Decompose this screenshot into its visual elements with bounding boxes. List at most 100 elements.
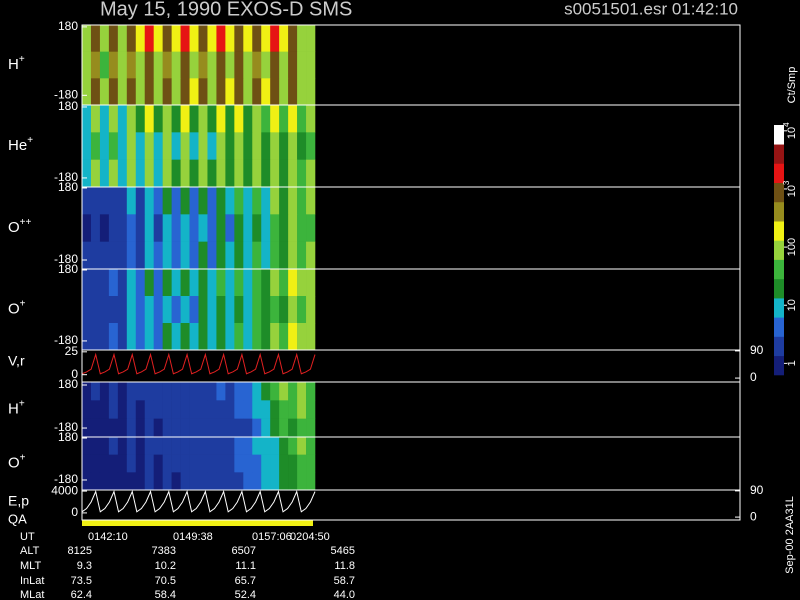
heatmap-cell [225,187,235,215]
heatmap-cell [243,323,253,351]
heatmap-cell [279,78,289,106]
row-label: ALT [20,545,40,557]
heatmap-cell [252,105,262,133]
heatmap-cell [252,214,262,242]
label-base: H [8,400,19,417]
table-cell: 0149:38 [173,531,213,543]
heatmap-cell [108,269,119,297]
heatmap-cell [243,78,253,106]
heatmap-cell [144,269,154,297]
heatmap-cell [288,400,298,419]
heatmap-cell [279,472,289,491]
heatmap-cell [171,78,181,106]
heatmap-cell [162,241,172,270]
y-tick-label: -180 [54,420,78,434]
heatmap-cell [216,78,226,106]
heatmap-cell [144,241,154,270]
colorbar-band [774,201,784,222]
heatmap-cell [99,296,110,324]
heatmap-cell [108,382,119,401]
heatmap-cell [108,241,119,270]
heatmap-cell [270,472,280,491]
label-base: O [8,300,20,317]
heatmap-cell [216,269,226,297]
heatmap-cell [162,132,172,160]
heatmap-cell [117,454,128,473]
heatmap-cell [171,159,181,188]
heatmap-cell [90,472,101,491]
heatmap-cell [198,241,208,270]
heatmap-cell [90,437,101,455]
heatmap-cell [243,418,253,438]
colorbar-tick-label: 100 [786,238,798,256]
heatmap-cell [216,25,226,52]
heatmap-cell [171,472,181,491]
heatmap-cell [225,105,235,133]
colorbar-band [774,355,784,376]
table-cell: 5465 [331,545,355,557]
heatmap-cell [153,214,163,242]
heatmap-cell [297,132,307,160]
heatmap-cell [306,132,316,160]
heatmap-cell [180,454,190,473]
heatmap-cell [135,437,146,455]
panel-label: O+ [8,452,26,471]
row-label: MLat [20,589,44,600]
colorbar-band [774,336,784,357]
heatmap-cell [180,437,190,455]
heatmap-cell [126,382,137,401]
heatmap-cell [234,25,244,52]
panel-label: V,r [8,353,25,369]
heatmap-cell [216,418,226,438]
heatmap-cell [297,296,307,324]
heatmap-cell [225,382,235,401]
heatmap-cell [126,241,137,270]
row-label: UT [20,531,35,543]
heatmap-cell [261,437,271,455]
heatmap-cell [126,51,137,79]
heatmap-cell [243,269,253,297]
table-cell: 0157:06 [252,531,292,543]
heatmap-cell [117,132,128,160]
panel-label: O+ [8,298,26,317]
heatmap-cell [82,132,92,160]
heatmap-cell [99,78,110,106]
heatmap-cell [207,214,217,242]
panel-label: E,p [8,493,29,509]
heatmap-cell [225,78,235,106]
heatmap-cell [252,132,262,160]
colorbar-tick-label: 104 [782,122,798,139]
heatmap-cell [135,159,146,188]
heatmap-cell [279,400,289,419]
heatmap-cell [297,400,307,419]
heatmap-cell [171,25,181,52]
heatmap-cell [279,437,289,455]
heatmap-cell [225,132,235,160]
heatmap-cell [162,382,172,401]
heatmap-cell [270,323,280,351]
heatmap-cell [126,105,137,133]
heatmap-cell [82,241,92,270]
heatmap-cell [297,187,307,215]
heatmap-cell [153,400,163,419]
heatmap-cell [216,105,226,133]
heatmap-cell [198,105,208,133]
qa-label: QA [8,511,27,526]
label-base: H [8,56,19,73]
heatmap-cell [297,241,307,270]
heatmap-cell [234,105,244,133]
heatmap-cell [198,400,208,419]
heatmap-cell [279,187,289,215]
tick-sup: 3 [782,180,791,185]
heatmap-cell [306,418,316,438]
heatmap-cell [162,400,172,419]
heatmap-cell [189,269,199,297]
heatmap-cell [171,418,181,438]
heatmap-cell [99,454,110,473]
heatmap-cell [252,323,262,351]
heatmap-cell [189,241,199,270]
colorbar-band [774,125,784,145]
table-cell: 73.5 [71,575,92,587]
heatmap-cell [153,25,163,52]
heatmap-cell [135,132,146,160]
